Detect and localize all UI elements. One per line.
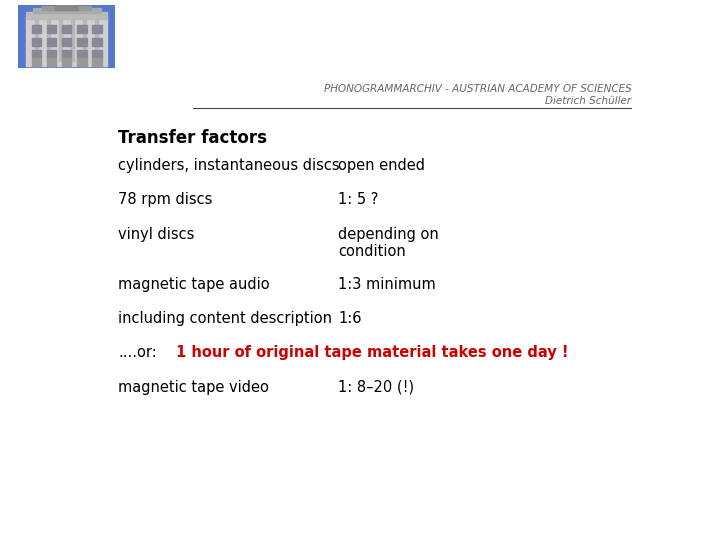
Text: magnetic tape audio: magnetic tape audio	[118, 277, 269, 292]
Bar	[55, 5, 78, 10]
Bar	[92, 38, 102, 46]
Text: open ended: open ended	[338, 158, 426, 173]
Bar	[32, 38, 41, 46]
Text: 78 rpm discs: 78 rpm discs	[118, 192, 212, 207]
Text: 1:3 minimum: 1:3 minimum	[338, 277, 436, 292]
Bar	[47, 38, 56, 46]
Text: Dietrich Schüller: Dietrich Schüller	[545, 96, 631, 106]
Text: including content description: including content description	[118, 312, 332, 326]
Bar	[32, 8, 101, 13]
Text: 1:6: 1:6	[338, 312, 362, 326]
Bar	[77, 58, 86, 66]
Text: 1 hour of original tape material takes one day !: 1 hour of original tape material takes o…	[176, 346, 569, 361]
Text: PHONOGRAMMARCHIV - AUSTRIAN ACADEMY OF SCIENCES: PHONOGRAMMARCHIV - AUSTRIAN ACADEMY OF S…	[323, 84, 631, 93]
Text: ....or:: ....or:	[118, 346, 157, 361]
Bar	[92, 58, 102, 66]
Bar	[47, 50, 56, 58]
Bar	[26, 11, 107, 19]
Bar	[77, 50, 86, 58]
Bar	[42, 6, 91, 10]
Bar	[59, 19, 62, 62]
Bar	[77, 25, 86, 33]
Bar	[26, 17, 107, 66]
Bar	[47, 58, 56, 66]
Bar	[47, 25, 56, 33]
Bar	[48, 19, 50, 62]
Bar	[62, 38, 71, 46]
Text: depending on
condition: depending on condition	[338, 227, 439, 259]
Bar	[35, 19, 38, 62]
Bar	[83, 19, 86, 62]
Text: vinyl discs: vinyl discs	[118, 227, 194, 241]
Text: 1: 5 ?: 1: 5 ?	[338, 192, 379, 207]
Text: 1: 8–20 (!): 1: 8–20 (!)	[338, 380, 415, 395]
Bar	[92, 25, 102, 33]
Text: magnetic tape video: magnetic tape video	[118, 380, 269, 395]
Text: Transfer factors: Transfer factors	[118, 129, 267, 147]
Bar	[92, 50, 102, 58]
Bar	[32, 25, 41, 33]
Bar	[77, 38, 86, 46]
Bar	[32, 50, 41, 58]
Bar	[62, 58, 71, 66]
Bar	[62, 50, 71, 58]
Bar	[62, 25, 71, 33]
Bar	[71, 19, 74, 62]
Text: cylinders, instantaneous discs: cylinders, instantaneous discs	[118, 158, 340, 173]
Bar	[32, 58, 41, 66]
Bar	[95, 19, 98, 62]
